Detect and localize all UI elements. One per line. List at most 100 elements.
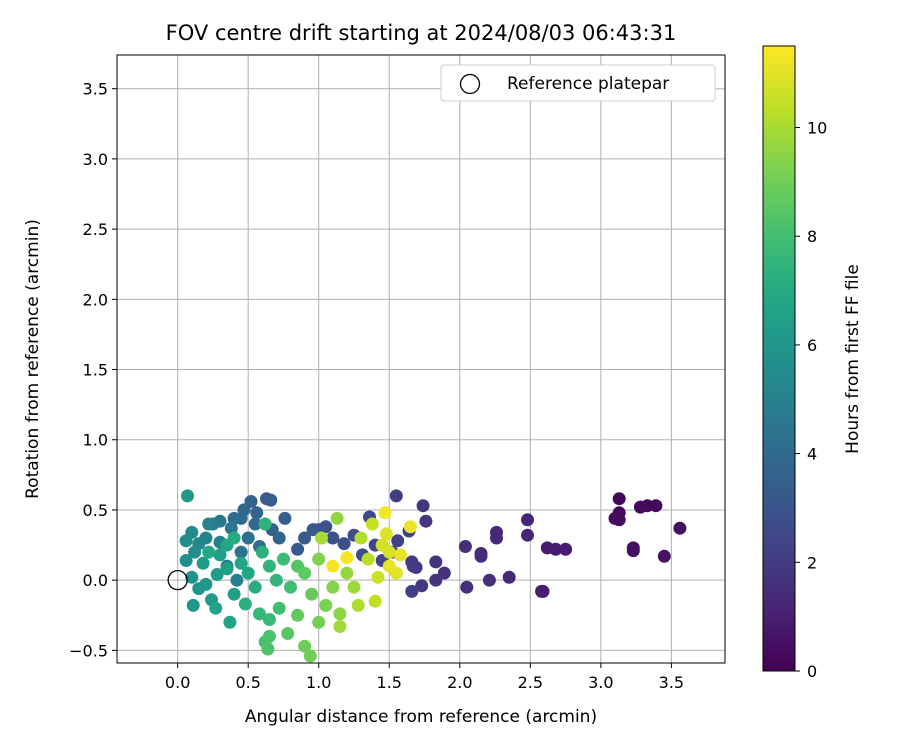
legend-label-reference: Reference platepar xyxy=(507,74,669,94)
data-point xyxy=(223,615,237,629)
data-point xyxy=(298,531,312,545)
data-point xyxy=(340,551,354,565)
data-point xyxy=(394,548,407,562)
data-point xyxy=(234,545,248,559)
data-point xyxy=(261,642,275,656)
data-point xyxy=(230,573,244,587)
data-point xyxy=(185,570,199,584)
data-point xyxy=(502,570,516,584)
x-tick-label: 2.0 xyxy=(447,673,472,692)
data-point xyxy=(202,517,216,531)
colorbar-tick-label: 6 xyxy=(807,336,817,355)
data-point xyxy=(333,620,347,633)
data-point xyxy=(365,517,379,531)
data-point xyxy=(521,528,534,542)
legend-marker-icon xyxy=(459,73,481,95)
data-point xyxy=(389,489,403,503)
data-point xyxy=(186,598,200,612)
y-tick-label: 0.0 xyxy=(83,571,108,590)
axes-frame xyxy=(116,54,726,664)
y-tick-label: 2.0 xyxy=(83,290,108,309)
data-point xyxy=(303,649,317,663)
data-point xyxy=(416,499,430,513)
y-tick-label: 1.0 xyxy=(83,431,108,450)
data-point xyxy=(258,517,272,531)
x-tick-label: 1.5 xyxy=(377,673,402,692)
reference-point-marker xyxy=(167,570,188,591)
chart-title: FOV centre drift starting at 2024/08/03 … xyxy=(166,21,677,45)
data-point xyxy=(248,580,262,594)
data-point xyxy=(521,513,534,527)
data-point xyxy=(255,545,269,559)
data-point xyxy=(612,492,626,506)
colorbar-tick-label: 4 xyxy=(807,445,817,464)
y-axis-ticks: −0.5 0.0 0.5 1.0 1.5 2.0 2.5 3.0 3.5 xyxy=(69,80,117,660)
data-point xyxy=(330,511,344,525)
colorbar-tick-label: 2 xyxy=(807,553,817,572)
data-point xyxy=(202,545,216,559)
data-point xyxy=(415,579,429,593)
data-point xyxy=(326,559,340,573)
data-point xyxy=(340,566,354,580)
y-tick-label: 3.0 xyxy=(83,150,108,169)
data-point xyxy=(429,573,443,587)
data-point xyxy=(490,531,503,545)
data-point xyxy=(354,531,368,545)
y-tick-label: −0.5 xyxy=(69,641,108,660)
data-point xyxy=(347,580,361,594)
data-point xyxy=(227,511,241,525)
y-tick-label: 3.5 xyxy=(83,80,108,99)
colorbar-tick-label: 8 xyxy=(807,227,817,246)
data-point xyxy=(181,489,194,503)
x-tick-label: 3.0 xyxy=(588,673,613,692)
data-point xyxy=(391,534,405,548)
data-point xyxy=(460,580,474,594)
data-point xyxy=(227,587,241,601)
data-point xyxy=(326,531,340,545)
data-point xyxy=(326,580,340,594)
x-axis-ticks: 0.0 0.5 1.0 1.5 2.0 2.5 3.0 3.5 xyxy=(165,663,684,692)
data-point xyxy=(409,561,423,574)
data-point xyxy=(188,545,202,559)
data-point xyxy=(626,544,640,558)
data-point xyxy=(673,521,687,535)
data-point xyxy=(333,607,347,621)
data-point xyxy=(368,594,382,608)
data-point xyxy=(227,531,241,545)
data-point xyxy=(437,566,451,580)
data-point xyxy=(262,629,276,643)
data-point xyxy=(262,613,276,626)
data-point xyxy=(298,566,312,580)
x-tick-label: 3.5 xyxy=(659,673,684,692)
data-point xyxy=(210,568,224,581)
data-point xyxy=(405,584,419,598)
data-point xyxy=(264,493,278,507)
data-point xyxy=(241,566,255,580)
legend: Reference platepar xyxy=(440,64,716,102)
data-point xyxy=(248,517,262,531)
colorbar-tick-label: 10 xyxy=(807,119,827,138)
data-point xyxy=(419,514,433,528)
data-point xyxy=(277,552,290,566)
data-point xyxy=(337,537,351,551)
data-point xyxy=(482,573,496,587)
x-axis-label: Angular distance from reference (arcmin) xyxy=(245,707,597,727)
data-point xyxy=(234,556,248,570)
data-point xyxy=(272,531,286,545)
data-point xyxy=(361,552,375,566)
data-point xyxy=(224,521,238,535)
x-tick-label: 1.0 xyxy=(306,673,331,692)
data-point xyxy=(250,506,264,520)
data-point xyxy=(312,552,326,566)
data-point xyxy=(213,548,227,562)
data-point xyxy=(269,573,283,587)
data-point xyxy=(378,506,392,520)
data-point xyxy=(196,556,210,570)
data-point xyxy=(559,542,573,556)
data-point xyxy=(312,615,326,629)
data-point xyxy=(649,499,663,513)
data-point xyxy=(371,570,385,584)
data-point xyxy=(238,597,252,611)
legend-box xyxy=(440,64,716,102)
colorbar-gradient xyxy=(762,45,796,672)
